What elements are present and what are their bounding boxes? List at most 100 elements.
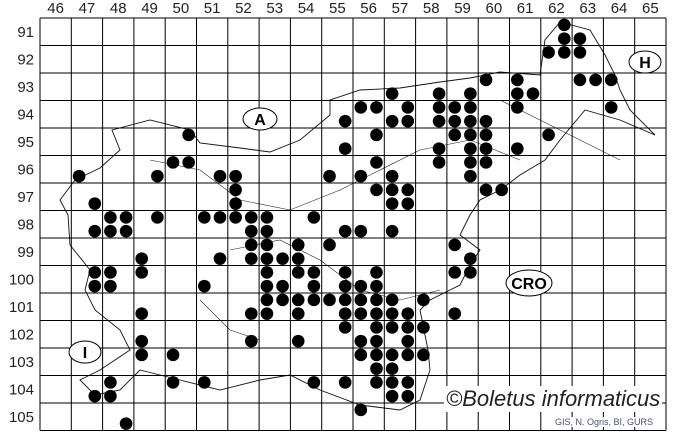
- record-dot: [104, 376, 117, 389]
- record-dot: [464, 266, 477, 279]
- record-dot: [432, 114, 446, 128]
- record-dot: [151, 211, 164, 224]
- column-label: 56: [360, 0, 377, 17]
- record-dot: [104, 211, 117, 224]
- record-dot: [370, 348, 383, 362]
- record-dot: [370, 183, 383, 197]
- record-dot: [307, 266, 321, 279]
- record-dot: [479, 156, 493, 169]
- record-dot: [417, 293, 430, 307]
- label-italy-text: I: [83, 345, 87, 362]
- record-dot: [244, 224, 258, 238]
- record-dot: [338, 266, 352, 279]
- record-dot: [244, 211, 258, 224]
- column-label: 47: [79, 0, 96, 17]
- record-dot: [338, 224, 352, 238]
- record-dot: [198, 211, 211, 224]
- record-dot: [119, 224, 133, 238]
- record-dot: [370, 156, 383, 169]
- record-dot: [338, 321, 352, 334]
- record-dot: [385, 293, 399, 307]
- record-dot: [370, 101, 383, 114]
- record-dot: [448, 266, 462, 279]
- column-label: 58: [423, 0, 440, 17]
- record-dot: [542, 46, 555, 59]
- row-label: 98: [17, 216, 34, 233]
- record-dot: [260, 293, 274, 307]
- record-dots: [72, 18, 618, 430]
- record-dot: [401, 389, 415, 403]
- record-dot: [307, 211, 321, 224]
- record-dot: [307, 376, 321, 389]
- record-dot: [354, 348, 368, 362]
- record-dot: [260, 307, 274, 320]
- record-dot: [464, 128, 477, 142]
- grid: [39, 17, 667, 431]
- record-dot: [385, 362, 399, 375]
- row-label: 99: [17, 244, 34, 261]
- record-dot: [88, 224, 102, 238]
- record-dot: [166, 376, 180, 389]
- record-dot: [370, 321, 383, 334]
- column-label: 62: [548, 0, 565, 17]
- record-dot: [229, 197, 242, 210]
- record-dot: [88, 279, 102, 293]
- record-dot: [72, 169, 86, 183]
- record-dot: [104, 266, 117, 279]
- record-dot: [401, 334, 415, 348]
- record-dot: [479, 73, 493, 87]
- record-dot: [244, 238, 258, 252]
- record-dot: [448, 128, 462, 142]
- record-dot: [495, 183, 508, 197]
- record-dot: [448, 101, 462, 114]
- record-dot: [511, 87, 524, 100]
- record-dot: [307, 279, 321, 293]
- record-dot: [88, 389, 102, 403]
- record-dot: [604, 73, 618, 87]
- record-dot: [511, 101, 524, 114]
- column-label: 61: [517, 0, 534, 17]
- record-dot: [385, 307, 399, 320]
- record-dot: [370, 362, 383, 375]
- row-label: 104: [9, 381, 34, 398]
- record-dot: [338, 142, 352, 155]
- row-label: 97: [17, 189, 34, 206]
- label-hungary-text: H: [639, 55, 651, 72]
- label-italy: I: [68, 340, 102, 364]
- row-label: 105: [9, 409, 34, 426]
- record-dot: [260, 211, 274, 224]
- record-dot: [213, 211, 227, 224]
- column-label: 46: [47, 0, 64, 17]
- record-dot: [370, 376, 383, 389]
- record-dot: [401, 101, 415, 114]
- record-dot: [135, 348, 149, 362]
- record-dot: [260, 224, 274, 238]
- record-dot: [104, 224, 117, 238]
- record-dot: [464, 114, 477, 128]
- record-dot: [370, 307, 383, 320]
- row-label: 95: [17, 134, 34, 151]
- record-dot: [432, 87, 446, 100]
- record-dot: [338, 307, 352, 320]
- record-dot: [354, 293, 368, 307]
- record-dot: [401, 183, 415, 197]
- record-dot: [370, 334, 383, 348]
- record-dot: [573, 73, 587, 87]
- row-label: 94: [17, 106, 34, 123]
- record-dot: [604, 101, 618, 114]
- record-dot: [213, 169, 227, 183]
- label-croatia-text: CRO: [511, 276, 547, 293]
- record-dot: [276, 293, 289, 307]
- row-label: 96: [17, 161, 34, 178]
- record-dot: [88, 197, 102, 210]
- record-dot: [385, 183, 399, 197]
- record-dot: [260, 238, 274, 252]
- record-dot: [573, 32, 587, 45]
- record-dot: [198, 279, 211, 293]
- column-label: 48: [110, 0, 127, 17]
- record-dot: [511, 142, 524, 155]
- record-dot: [432, 101, 446, 114]
- column-labels: 46 47 48 49 50 51 52 53 54 55 56 57 58 59 60 61 62 63 64 65: [47, 0, 658, 17]
- record-dot: [479, 114, 493, 128]
